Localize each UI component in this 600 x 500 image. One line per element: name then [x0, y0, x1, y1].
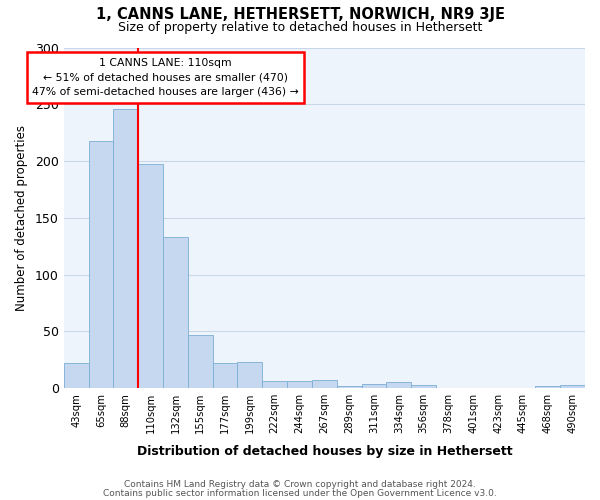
Bar	[238, 362, 262, 388]
Bar	[560, 384, 585, 388]
Bar	[113, 109, 138, 388]
Bar	[212, 363, 238, 388]
Text: 1 CANNS LANE: 110sqm  
← 51% of detached houses are smaller (470)
47% of semi-de: 1 CANNS LANE: 110sqm ← 51% of detached h…	[32, 58, 299, 98]
Bar	[188, 335, 212, 388]
Bar	[411, 384, 436, 388]
Text: 1, CANNS LANE, HETHERSETT, NORWICH, NR9 3JE: 1, CANNS LANE, HETHERSETT, NORWICH, NR9 …	[95, 8, 505, 22]
Bar	[386, 382, 411, 388]
Bar	[287, 382, 312, 388]
Bar	[362, 384, 386, 388]
Text: Size of property relative to detached houses in Hethersett: Size of property relative to detached ho…	[118, 21, 482, 34]
Bar	[535, 386, 560, 388]
Text: Contains public sector information licensed under the Open Government Licence v3: Contains public sector information licen…	[103, 488, 497, 498]
Bar	[262, 382, 287, 388]
Bar	[138, 164, 163, 388]
Bar	[312, 380, 337, 388]
Y-axis label: Number of detached properties: Number of detached properties	[15, 125, 28, 311]
Bar	[163, 237, 188, 388]
Bar	[337, 386, 362, 388]
Bar	[89, 140, 113, 388]
X-axis label: Distribution of detached houses by size in Hethersett: Distribution of detached houses by size …	[137, 444, 512, 458]
Text: Contains HM Land Registry data © Crown copyright and database right 2024.: Contains HM Land Registry data © Crown c…	[124, 480, 476, 489]
Bar	[64, 363, 89, 388]
